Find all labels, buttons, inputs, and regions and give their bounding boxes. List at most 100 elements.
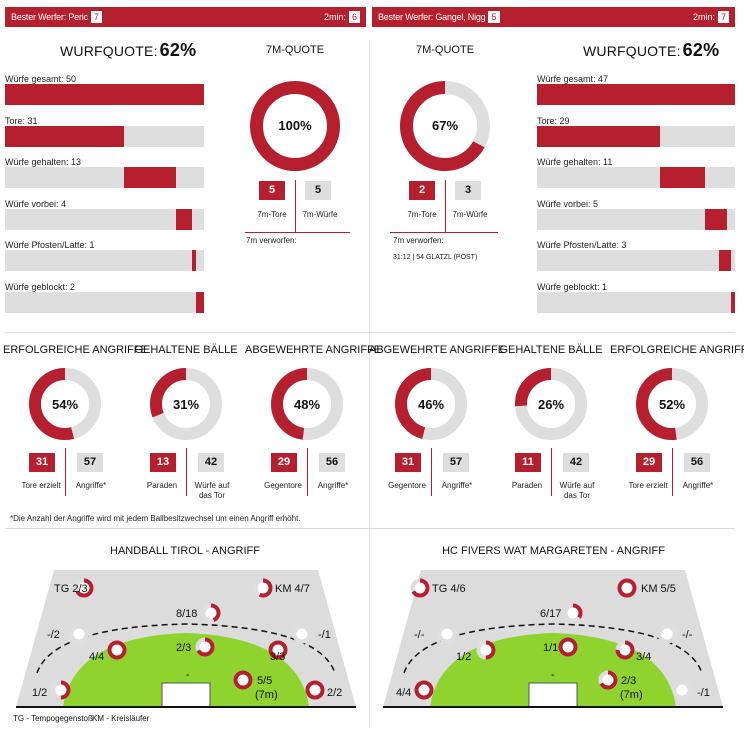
legend-tg: TG - Tempogegenstoß (13, 714, 93, 723)
right-shot-quote-title: WURFQUOTE: 62% (583, 40, 720, 60)
two-min-label: 2min: (692, 12, 715, 22)
stat-label-b: Würfe auf das Tor (194, 481, 230, 500)
stat-label-a: Tore erzielt (21, 481, 61, 490)
shot-bar-track (537, 208, 735, 230)
court-position-label: 1/1 (543, 642, 559, 654)
court-position-label: 5/5 (257, 675, 273, 687)
donut-value (395, 368, 467, 440)
position-marker-track (292, 624, 312, 644)
court-position-label: -/1 (697, 687, 710, 699)
stat-donut (636, 368, 708, 440)
stat-title: ABGEWEHRTE ANGRIFFE (245, 344, 382, 356)
position-marker-value (233, 670, 253, 690)
stat-value-a: 13 (150, 453, 176, 472)
left-7m-goals-label: 7m-Tore (257, 210, 287, 219)
left-7m-missed-label: 7m verworfen: (246, 236, 297, 245)
shot-stat-label: Würfe gehalten: 13 (5, 157, 82, 167)
stat-donut (150, 368, 222, 440)
divider (445, 180, 446, 232)
court-position-label: (7m) (255, 689, 278, 701)
right-7m-shots-label: 7m-Würfe (452, 210, 488, 219)
position-marker-value (305, 680, 325, 700)
court-position-label: 4/4 (396, 687, 412, 699)
top-scorer-value: 7 (90, 11, 102, 23)
right-7m-goals-label: 7m-Tore (407, 210, 437, 219)
shot-bar-fill (176, 208, 193, 230)
shot-stat-label: Tore: 29 (537, 115, 570, 126)
court-position-label: TG 2/3 (54, 583, 88, 595)
top-scorer-value: 5 (488, 11, 500, 23)
position-marker-track (437, 624, 457, 644)
divider (551, 448, 552, 496)
stat-value-a: 11 (515, 453, 541, 472)
stat-label-b: Angriffe* (75, 481, 107, 490)
stat-title: GEHALTENE BÄLLE (134, 344, 238, 356)
shot-stat-label: Würfe Pfosten/Latte: 1 (5, 240, 95, 250)
stat-title: ABGEWEHRTE ANGRIFFE (369, 344, 506, 356)
left-7m-shots-label: 7m-Würfe (302, 210, 338, 219)
stat-label-a: Gegentore (264, 481, 302, 490)
position-marker-value (410, 578, 430, 598)
position-marker-value (563, 603, 583, 623)
donut-value (271, 368, 343, 440)
donut-value (515, 368, 587, 440)
position-marker-value (617, 578, 637, 598)
divider (390, 232, 498, 233)
center-divider (369, 40, 370, 728)
position-marker-value (74, 578, 94, 598)
donut-value (636, 368, 708, 440)
two-min-value: 7 (717, 11, 729, 23)
stat-value-b: 56 (319, 453, 345, 472)
right-7m-shots: 3 (455, 181, 481, 200)
court-position-label: 2/3 (621, 675, 637, 687)
stat-title: ERFOLGREICHE ANGRIFFE (3, 344, 148, 356)
shot-bar-fill (196, 291, 204, 313)
shot-bar-fill (705, 208, 728, 230)
shot-bar-fill (5, 125, 125, 147)
shot-stat-label: Würfe geblockt: 1 (537, 281, 608, 292)
divider (307, 448, 308, 496)
stat-value-b: 42 (198, 453, 224, 472)
shot-stat-label: Würfe gesamt: 50 (5, 74, 77, 84)
shot-bar-track (537, 291, 735, 313)
shot-bar-fill (5, 84, 204, 105)
position-marker-value (268, 640, 288, 660)
court-position-label: 8/18 (176, 608, 198, 620)
shot-bar-track (537, 167, 735, 188)
stat-value-b: 56 (684, 453, 710, 472)
court-position-label: -/- (414, 629, 425, 641)
stat-value-a: 31 (395, 453, 421, 472)
free-throw-line (403, 623, 703, 674)
stat-donut (29, 368, 101, 440)
stat-label-b: Angriffe* (317, 481, 349, 490)
stat-pct: 54% (51, 397, 79, 412)
stat-pct: 26% (537, 397, 565, 412)
stat-label-a: Tore erzielt (628, 481, 668, 490)
position-marker-value (598, 670, 618, 690)
position-marker-value (51, 680, 71, 700)
court-position-label: 3/4 (636, 651, 652, 663)
court-position-label: -/1 (318, 629, 331, 641)
left-shot-quote-title: WURFQUOTE: 62% (60, 40, 197, 60)
stat-title: ERFOLGREICHE ANGRIFFE (610, 344, 744, 356)
shot-bar-track (5, 250, 204, 271)
stat-donut (395, 368, 467, 440)
court-position-label: 1/2 (32, 687, 48, 699)
legend-km: KM - Kreisläufer (92, 714, 150, 723)
stat-label-b: Angriffe* (682, 481, 714, 490)
right-court (383, 570, 723, 708)
shot-bar-track (537, 250, 735, 271)
shot-bar-track (5, 208, 204, 230)
right-top-bar: Bester Werfer: Gangel, Nigg 5 2min: 7 (372, 7, 735, 27)
left-7m-shots: 5 (305, 181, 331, 200)
goal (528, 682, 578, 708)
stat-label-a: Paraden (511, 481, 543, 490)
position-marker-value (195, 637, 215, 657)
stat-label-b: Würfe auf das Tor (559, 481, 595, 500)
position-marker-value (253, 578, 273, 598)
position-marker-value (107, 640, 127, 660)
court-position-label: - (551, 669, 555, 681)
shot-stat-label: Würfe gesamt: 47 (537, 74, 609, 84)
stat-pct: 52% (658, 397, 686, 412)
left-7m-title: 7M-QUOTE (265, 44, 325, 56)
